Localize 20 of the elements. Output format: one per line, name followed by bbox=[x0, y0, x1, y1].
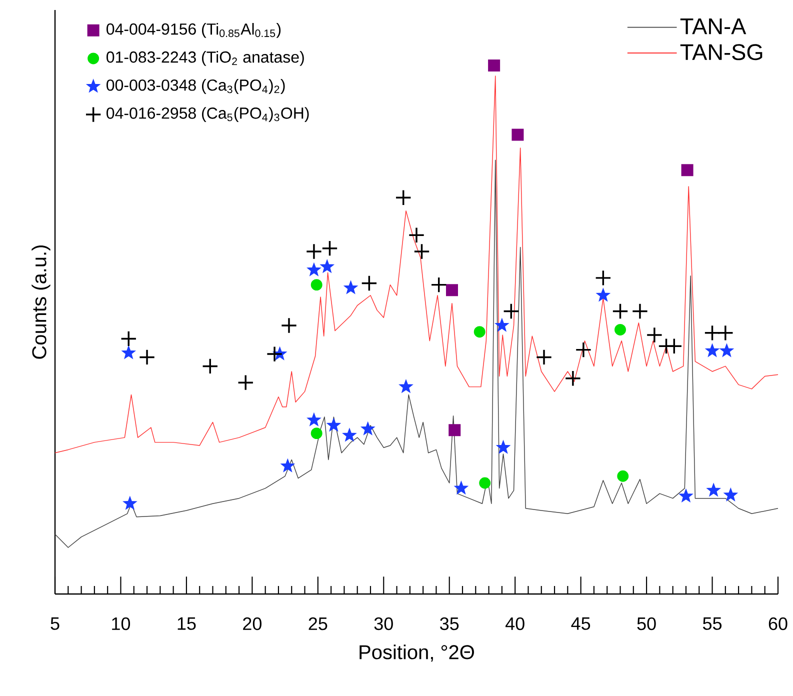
legend-label: TAN-SG bbox=[680, 44, 762, 60]
legend-label: TAN-A bbox=[680, 18, 746, 34]
x-tick-label: 10 bbox=[112, 617, 130, 630]
x-tick-label: 55 bbox=[702, 617, 722, 630]
legend-label: 04-016-2958 (Ca$_{5}$(PO$_{4}$)$_{3}$OH) bbox=[106, 107, 309, 122]
x-tick-label: 35 bbox=[440, 617, 459, 630]
x-tick-label: 30 bbox=[374, 617, 393, 630]
x-tick-label: 5 bbox=[50, 617, 60, 630]
legend-label: 04-004-9156 (Ti$_{0.85}$Al$_{0.15}$) bbox=[106, 22, 281, 38]
legend-label: 00-003-0348 (Ca$_{3}$(PO$_{4}$)$_{2}$) bbox=[106, 79, 285, 94]
x-axis-title: Position, °2Θ bbox=[360, 644, 474, 662]
x-tick-label: 45 bbox=[571, 617, 590, 630]
y-axis-title: Counts (a.u.) bbox=[32, 245, 50, 359]
x-tick-label: 40 bbox=[505, 617, 524, 630]
x-tick-label: 15 bbox=[178, 617, 196, 630]
x-tick-label: 20 bbox=[243, 617, 262, 630]
x-tick-label: 25 bbox=[308, 617, 328, 630]
legend-label: 01-083-2243 (TiO$_{2}$ anatase) bbox=[106, 51, 304, 66]
x-tick-label: 60 bbox=[768, 617, 788, 630]
x-tick-label: 50 bbox=[637, 617, 656, 630]
